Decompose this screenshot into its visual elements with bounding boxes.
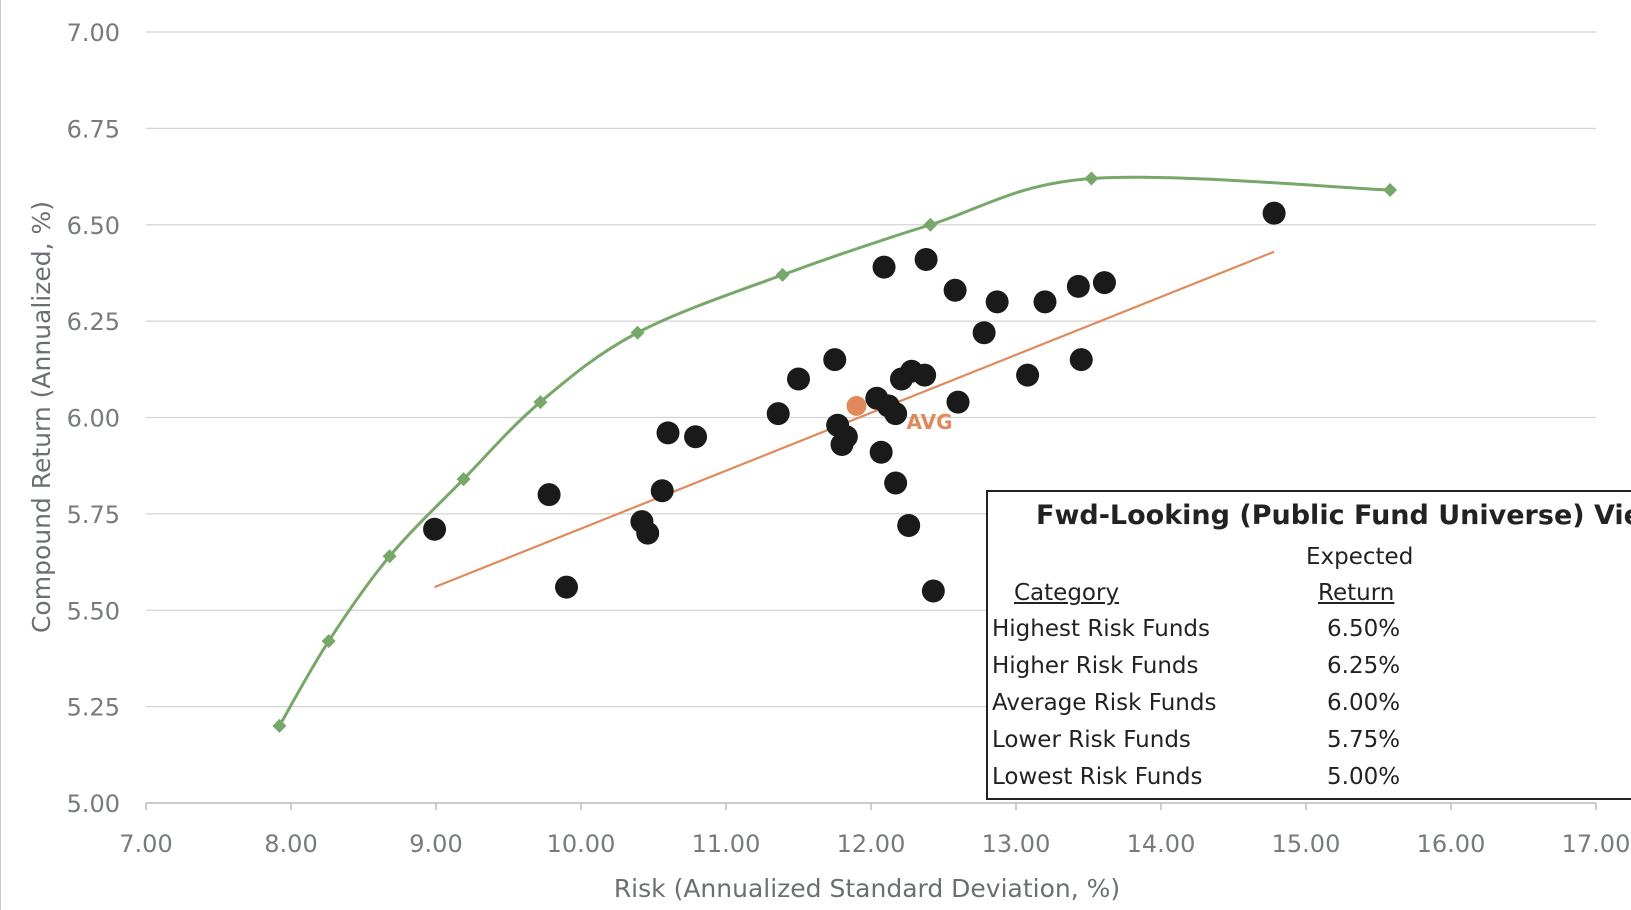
table-row: Higher Risk Funds 6.25% xyxy=(992,653,1592,689)
row-return: 5.00% xyxy=(1327,764,1401,790)
fund-point xyxy=(787,367,810,391)
row-category: Highest Risk Funds xyxy=(992,616,1211,642)
avg-label: AVG xyxy=(907,410,953,434)
frontier-point xyxy=(630,325,645,340)
x-axis-title: Risk (Annualized Standard Deviation, %) xyxy=(614,874,1120,903)
fund-point xyxy=(636,521,660,545)
fund-point xyxy=(972,321,996,345)
fund-point xyxy=(921,579,945,603)
fund-point xyxy=(897,513,921,537)
fund-point xyxy=(985,290,1009,314)
row-return: 6.50% xyxy=(1327,616,1401,642)
fund-point xyxy=(423,517,447,541)
row-category: Lower Risk Funds xyxy=(992,727,1191,753)
fund-point xyxy=(766,402,790,426)
frontier-point xyxy=(272,718,287,733)
y-axis-title: Compound Return (Annualized, %) xyxy=(27,201,56,633)
frontier-point xyxy=(533,395,548,410)
y-tick-label: 5.75 xyxy=(67,501,120,529)
header-expected: Expected xyxy=(1306,544,1414,570)
table-row: Lowest Risk Funds 5.00% xyxy=(992,764,1592,800)
x-tick-label: 16.00 xyxy=(1417,830,1486,858)
fund-point xyxy=(872,255,896,279)
table-title: Fwd-Looking (Public Fund Universe) View xyxy=(1036,500,1631,531)
fund-point xyxy=(884,471,908,495)
x-tick-labels: 7.00 8.00 9.00 10.00 11.00 12.00 13.00 14.00 15.… xyxy=(119,830,1630,858)
fund-point xyxy=(946,390,970,414)
fund-point xyxy=(823,348,847,372)
fund-point xyxy=(1092,271,1116,295)
fund-point xyxy=(1016,363,1040,387)
fund-point xyxy=(1069,348,1093,372)
y-tick-label: 5.50 xyxy=(67,597,120,625)
fund-point xyxy=(914,247,938,271)
data-points: AVG xyxy=(272,171,1398,733)
row-category: Average Risk Funds xyxy=(992,690,1217,716)
avg-point xyxy=(846,395,867,416)
y-tick-label: 6.00 xyxy=(67,405,120,433)
y-tick-label: 5.00 xyxy=(67,790,120,818)
fund-point xyxy=(537,483,561,507)
x-tick-label: 10.00 xyxy=(547,830,616,858)
trend-line xyxy=(434,250,1275,589)
x-tick-label: 14.00 xyxy=(1127,830,1196,858)
table-row: Lower Risk Funds 5.75% xyxy=(992,727,1592,763)
fund-point xyxy=(869,440,893,464)
header-category: Category xyxy=(1014,580,1120,606)
fund-point xyxy=(656,421,680,445)
row-return: 6.00% xyxy=(1327,690,1401,716)
y-tick-label: 7.00 xyxy=(67,19,120,47)
fund-point xyxy=(913,363,937,387)
x-tick-label: 15.00 xyxy=(1272,830,1341,858)
frontier-point xyxy=(923,217,938,232)
fund-point xyxy=(1066,274,1090,298)
y-tick-label: 5.25 xyxy=(67,694,120,722)
y-tick-labels: 5.00 5.25 5.50 5.75 6.00 6.25 6.50 6.75 7.00 xyxy=(67,19,120,818)
grid-lines xyxy=(145,31,1597,810)
fund-point xyxy=(684,425,708,449)
table-row: Average Risk Funds 6.00% xyxy=(992,690,1592,726)
frontier-point xyxy=(321,634,336,649)
row-category: Higher Risk Funds xyxy=(992,653,1199,679)
row-return: 6.25% xyxy=(1327,653,1401,679)
frontier-point xyxy=(456,472,471,487)
y-tick-label: 6.25 xyxy=(67,308,120,336)
table-row: Highest Risk Funds 6.50% xyxy=(992,616,1592,652)
frontier-point xyxy=(1383,183,1398,198)
fund-point xyxy=(1262,201,1286,225)
x-tick-label: 7.00 xyxy=(119,830,172,858)
row-return: 5.75% xyxy=(1327,727,1401,753)
fund-point xyxy=(884,402,908,426)
expected-return-table: Fwd-Looking (Public Fund Universe) View … xyxy=(986,490,1631,800)
x-tick-label: 11.00 xyxy=(692,830,761,858)
x-tick-label: 13.00 xyxy=(982,830,1051,858)
fund-point xyxy=(1033,290,1057,314)
fund-point xyxy=(650,479,674,503)
y-tick-label: 6.75 xyxy=(67,115,120,143)
frontier-point xyxy=(775,267,790,282)
x-tick-label: 12.00 xyxy=(837,830,906,858)
frontier-point xyxy=(382,549,397,564)
header-return: Return xyxy=(1318,580,1395,606)
fund-point xyxy=(943,278,967,302)
x-tick-label: 8.00 xyxy=(264,830,317,858)
x-tick-label: 9.00 xyxy=(409,830,462,858)
row-category: Lowest Risk Funds xyxy=(992,764,1203,790)
x-tick-label: 17.00 xyxy=(1562,830,1631,858)
fund-point xyxy=(555,575,578,599)
fund-point xyxy=(834,425,858,449)
frontier-point xyxy=(1084,171,1099,186)
y-tick-label: 6.50 xyxy=(67,212,120,240)
